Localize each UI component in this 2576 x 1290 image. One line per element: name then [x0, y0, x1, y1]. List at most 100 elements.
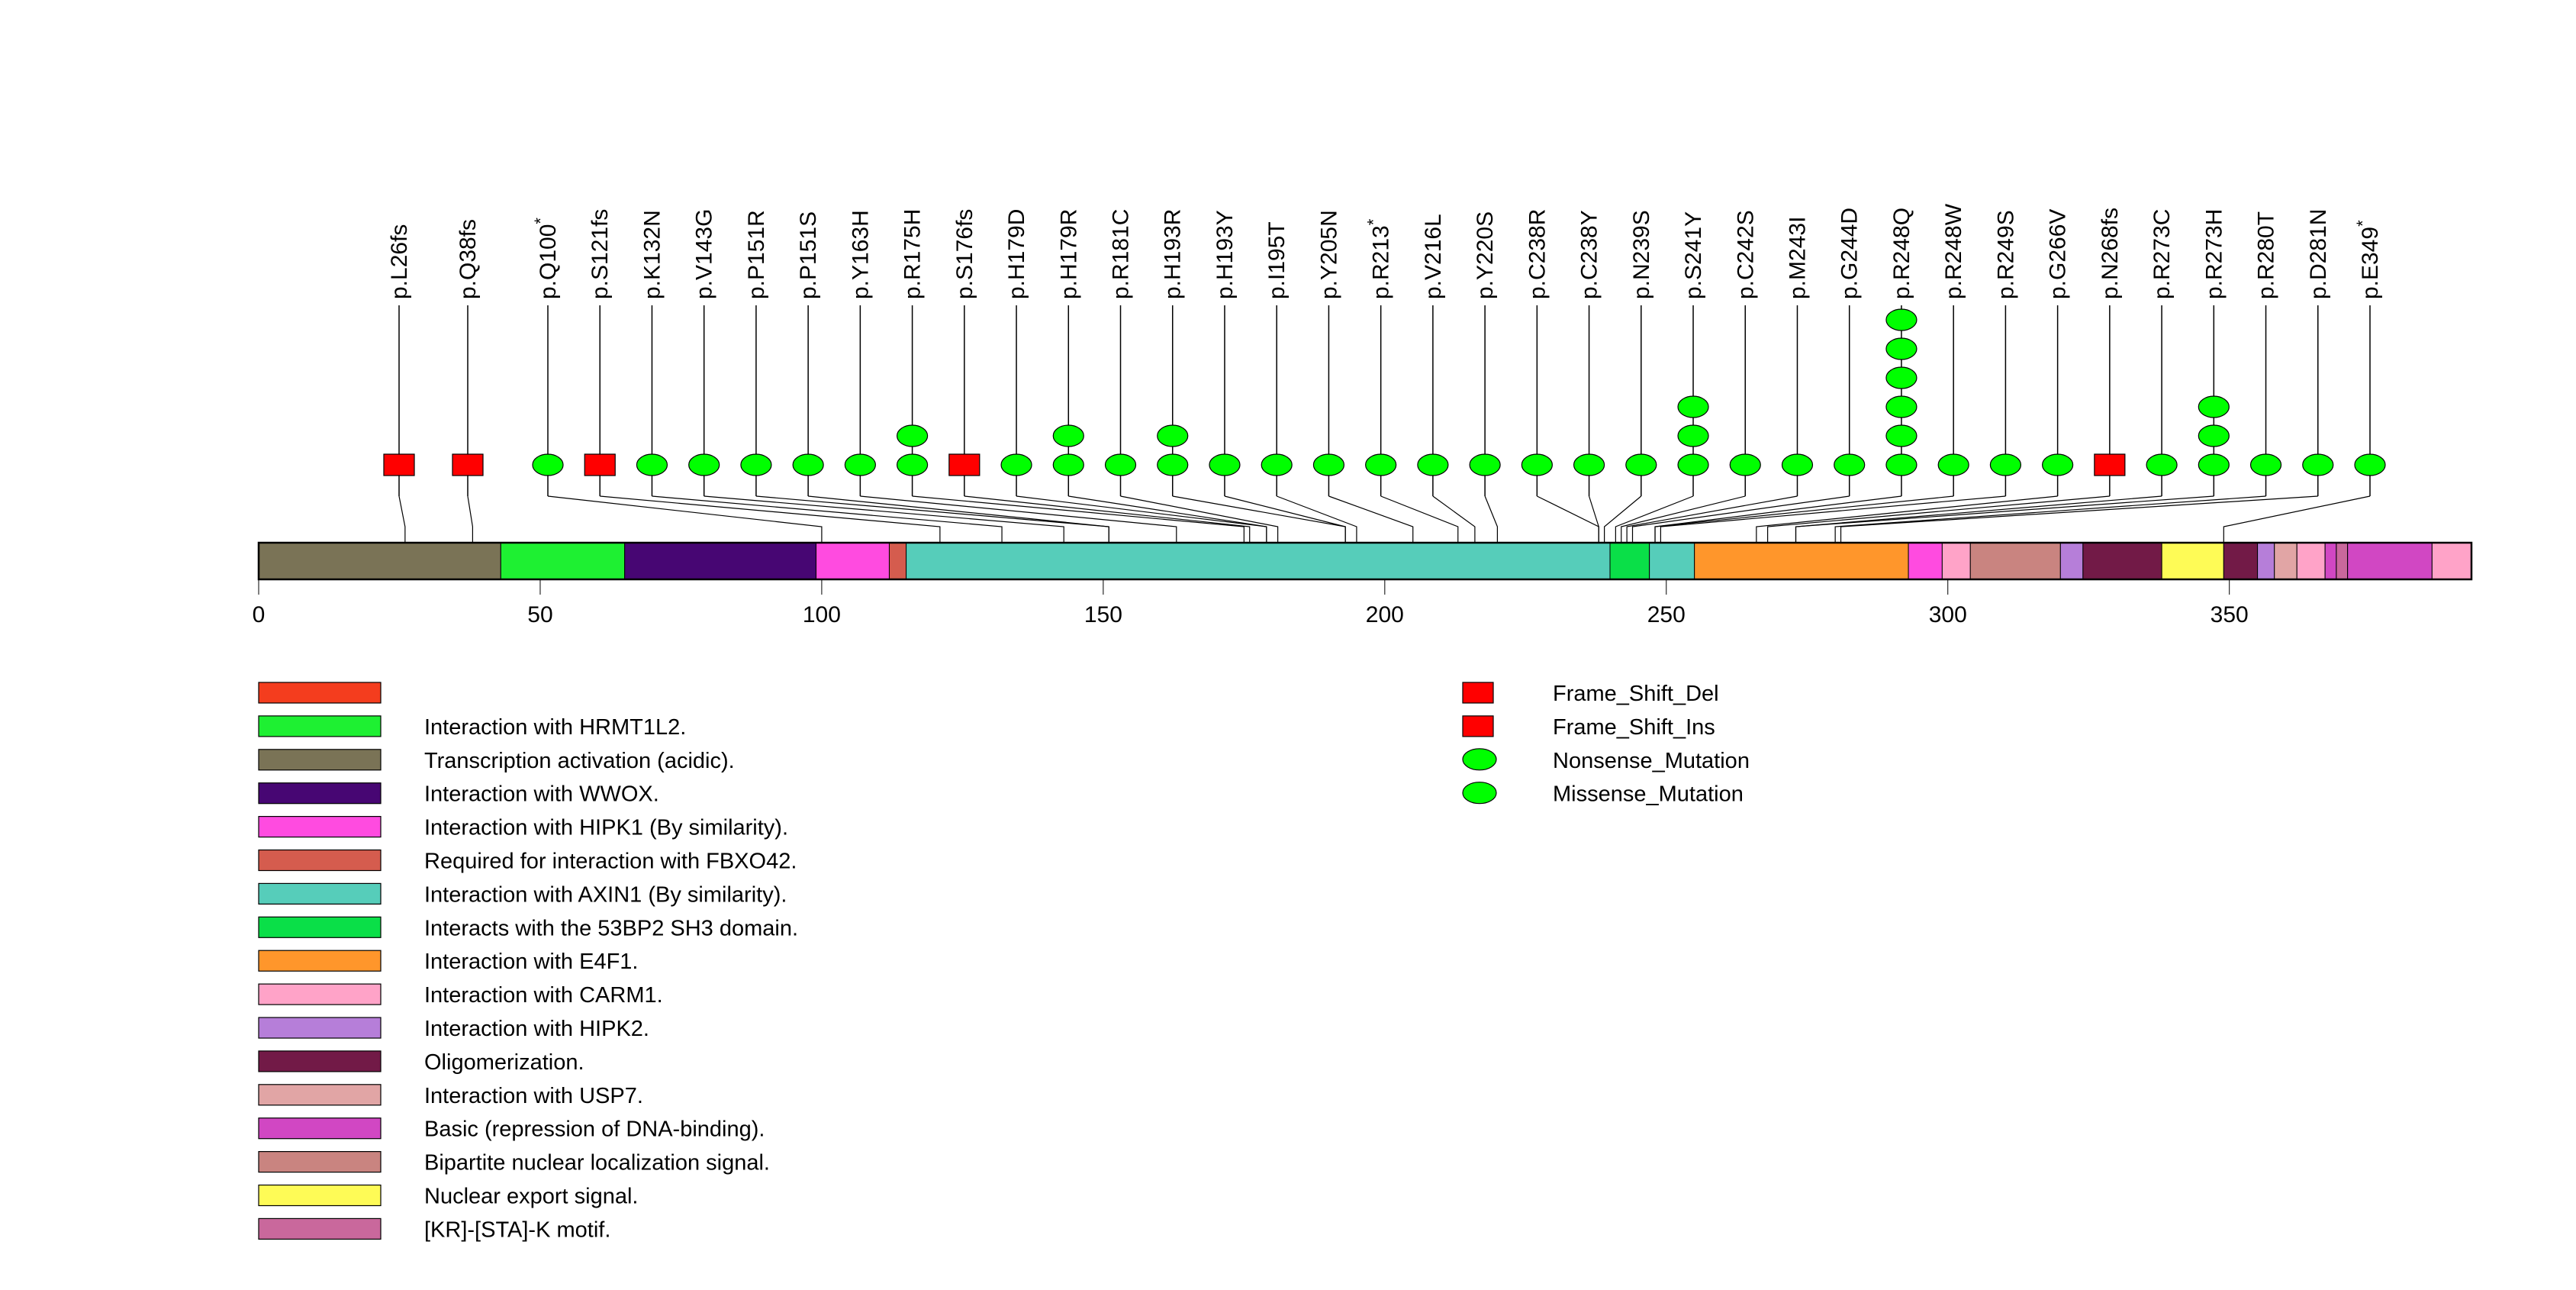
legend-label: Transcription activation (acidic). — [424, 749, 735, 773]
domain-segment — [1609, 542, 1650, 580]
domain-segment — [1649, 542, 1695, 580]
point-mutation-marker — [1625, 453, 1657, 476]
legend-ellipse-icon — [1462, 748, 1497, 771]
legend-swatch — [258, 749, 382, 771]
domain-segment — [624, 542, 817, 580]
legend-label: Nuclear export signal. — [424, 1185, 638, 1209]
legend-swatch — [258, 983, 382, 1005]
frameshift-marker — [584, 453, 616, 476]
point-mutation-marker — [2198, 453, 2230, 476]
mutation-label: p.G266V — [2046, 209, 2071, 299]
point-mutation-marker — [1834, 453, 1866, 476]
domain-segment — [2161, 542, 2224, 580]
frameshift-marker — [2094, 453, 2126, 476]
legend-label: Interaction with E4F1. — [424, 950, 638, 974]
mutation-label: p.Q38fs — [456, 219, 481, 299]
mutation-label: p.K132N — [639, 210, 665, 299]
legend-label: Bipartite nuclear localization signal. — [424, 1151, 770, 1176]
point-mutation-marker — [1885, 453, 1918, 476]
legend-swatch — [258, 815, 382, 838]
point-mutation-marker — [1000, 453, 1032, 476]
mutation-label: p.I195T — [1264, 221, 1290, 299]
domain-segment — [1941, 542, 1971, 580]
point-mutation-marker — [1885, 366, 1918, 389]
legend-swatch — [258, 882, 382, 905]
point-mutation-marker — [532, 453, 564, 476]
legend-swatch — [258, 916, 382, 938]
domain-segment — [2082, 542, 2162, 580]
point-mutation-marker — [1365, 453, 1397, 476]
point-mutation-marker — [2198, 395, 2230, 418]
point-mutation-marker — [1417, 453, 1449, 476]
mutation-label: p.R249S — [1993, 210, 2018, 299]
domain-segment — [2336, 542, 2349, 580]
axis-tick-label: 150 — [1084, 602, 1122, 627]
point-mutation-marker — [2249, 453, 2282, 476]
axis-tick-label: 250 — [1647, 602, 1686, 627]
nonsense-star: * — [2353, 220, 2372, 227]
legend-square-icon — [1462, 682, 1494, 704]
domain-segment — [2324, 542, 2337, 580]
domain-segment — [2431, 542, 2472, 580]
legend-swatch — [258, 1150, 382, 1173]
legend-label: Required for interaction with FBXO42. — [424, 850, 797, 874]
point-mutation-marker — [1677, 453, 1709, 476]
domain-segment — [500, 542, 626, 580]
domain-segment — [816, 542, 890, 580]
frameshift-marker — [948, 453, 980, 476]
mutation-markers — [383, 308, 2386, 476]
point-mutation-marker — [1209, 453, 1241, 476]
mutation-label: p.Y220S — [1473, 211, 1498, 299]
mutation-label: p.N239S — [1629, 210, 1654, 299]
legend-swatch — [258, 715, 382, 737]
legend-square-icon — [1462, 715, 1494, 737]
domain-segment — [2059, 542, 2084, 580]
mutation-label: p.N268fs — [2098, 208, 2123, 299]
domain-segment — [1908, 542, 1943, 580]
domain-segment — [2347, 542, 2433, 580]
axis-tick-label: 200 — [1366, 602, 1404, 627]
point-mutation-marker — [896, 424, 929, 447]
legend-label: Interaction with USP7. — [424, 1084, 643, 1108]
legend-swatch — [258, 950, 382, 972]
point-mutation-marker — [1052, 453, 1084, 476]
point-mutation-marker — [1521, 453, 1553, 476]
point-mutation-marker — [2302, 453, 2334, 476]
legend-label: Interaction with HIPK1 (By similarity). — [424, 816, 788, 840]
point-mutation-marker — [688, 453, 720, 476]
mutation-label: p.R273C — [2149, 209, 2175, 299]
point-mutation-marker — [1729, 453, 1761, 476]
legend-label: Interaction with HRMT1L2. — [424, 715, 686, 740]
domain-segment — [2223, 542, 2259, 580]
legend-label: Basic (repression of DNA-binding). — [424, 1117, 765, 1142]
frameshift-marker — [383, 453, 415, 476]
legend-swatch — [258, 1217, 382, 1240]
legend-label: Interaction with HIPK2. — [424, 1017, 649, 1041]
mutation-label: p.H179R — [1056, 209, 1081, 299]
domain-segment — [906, 542, 1611, 580]
legend-label: Missense_Mutation — [1553, 782, 1744, 807]
legend-swatch — [258, 1184, 382, 1207]
mutation-label: p.C238Y — [1577, 210, 1602, 299]
mutation-label: p.V143G — [692, 209, 717, 299]
mutation-label: p.R280T — [2254, 211, 2279, 299]
legend-label: [KR]-[STA]-K motif. — [424, 1217, 610, 1242]
legend-label: Frame_Shift_Del — [1553, 682, 1719, 706]
legend-swatch — [258, 782, 382, 805]
point-mutation-marker — [1885, 395, 1918, 418]
legend-swatch — [258, 1084, 382, 1106]
legend-label: Frame_Shift_Ins — [1553, 715, 1715, 740]
legend-swatch — [258, 1017, 382, 1039]
mutation-label: p.E349* — [2353, 220, 2383, 299]
legend-label: Interaction with WWOX. — [424, 782, 659, 807]
axis-tick-label: 50 — [527, 602, 552, 627]
point-mutation-marker — [1677, 424, 1709, 447]
mutation-label: p.S176fs — [952, 209, 977, 299]
legend-label: Interacts with the 53BP2 SH3 domain. — [424, 916, 798, 940]
nonsense-star: * — [1364, 218, 1383, 225]
mutation-label: p.C242S — [1733, 210, 1758, 299]
mutation-label: p.H179D — [1004, 209, 1029, 299]
mutation-label: p.R213* — [1364, 218, 1394, 299]
point-mutation-marker — [1052, 424, 1084, 447]
